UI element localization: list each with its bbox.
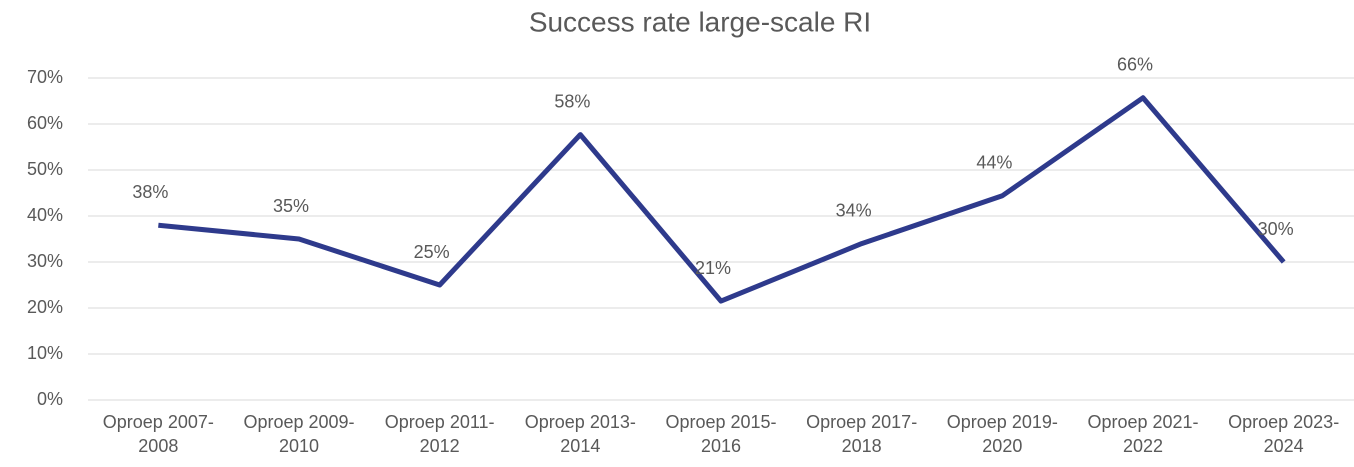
y-tick-label: 20% [27, 297, 63, 317]
y-tick-label: 60% [27, 113, 63, 133]
chart-title: Success rate large-scale RI [529, 6, 871, 37]
y-tick-label: 40% [27, 205, 63, 225]
y-tick-label: 0% [37, 389, 63, 409]
x-tick-label: Oproep 2021-2022 [1087, 412, 1199, 456]
data-label: 66% [1117, 55, 1153, 75]
x-tick-label: Oproep 2013-2014 [524, 412, 636, 456]
data-label: 58% [554, 91, 590, 111]
y-tick-label: 30% [27, 251, 63, 271]
line [158, 95, 1286, 304]
x-tick-label: Oproep 2019-2020 [946, 412, 1058, 456]
x-tick-label: Oproep 2017-2018 [806, 412, 918, 456]
data-label: 44% [976, 153, 1012, 173]
y-tick-label: 10% [27, 343, 63, 363]
y-tick-label: 50% [27, 159, 63, 179]
x-tick-label: Oproep 2023-2024 [1228, 412, 1340, 456]
data-label: 35% [273, 196, 309, 216]
data-label: 30% [1258, 219, 1294, 239]
data-label: 21% [695, 258, 731, 278]
data-label: 34% [836, 200, 872, 220]
x-tick-label: Oproep 2011- 2012 [384, 412, 495, 456]
y-tick-label: 70% [27, 67, 63, 87]
data-label: 38% [132, 182, 168, 202]
x-tick-label: Oproep 2015-2016 [665, 412, 777, 456]
data-label: 25% [414, 242, 450, 262]
x-tick-label: Oproep 2009-2010 [243, 412, 355, 456]
x-tick-label: Oproep 2007-2008 [102, 412, 214, 456]
